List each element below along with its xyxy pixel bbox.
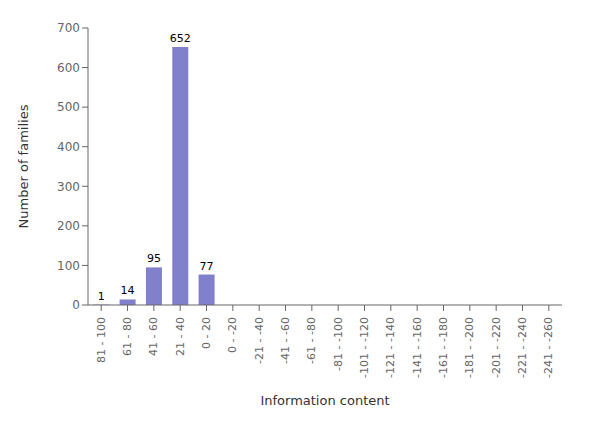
svg-text:41 - 60: 41 - 60 — [147, 317, 160, 356]
svg-text:-121 - -140: -121 - -140 — [384, 317, 397, 378]
svg-text:-21 - -40: -21 - -40 — [253, 317, 266, 364]
svg-text:81 - 100: 81 - 100 — [95, 317, 108, 363]
svg-text:0 - 20: 0 - 20 — [200, 317, 213, 349]
svg-text:300: 300 — [57, 180, 80, 194]
svg-text:14: 14 — [121, 284, 135, 297]
svg-text:0 - -20: 0 - -20 — [226, 317, 239, 353]
svg-text:95: 95 — [147, 252, 161, 265]
svg-text:-81 - -100: -81 - -100 — [332, 317, 345, 371]
svg-text:21 - 40: 21 - 40 — [174, 317, 187, 356]
svg-text:200: 200 — [57, 219, 80, 233]
svg-text:1: 1 — [98, 290, 105, 303]
svg-text:-41 - -60: -41 - -60 — [279, 317, 292, 364]
svg-text:Number of families: Number of families — [16, 104, 31, 228]
svg-text:77: 77 — [200, 260, 214, 273]
svg-text:-141 - -160: -141 - -160 — [411, 317, 424, 378]
svg-text:600: 600 — [57, 61, 80, 75]
svg-text:-201 - -220: -201 - -220 — [490, 317, 503, 378]
svg-text:-241 - -260: -241 - -260 — [542, 317, 555, 378]
svg-text:-221 - -240: -221 - -240 — [516, 317, 529, 378]
svg-text:-61 - -80: -61 - -80 — [305, 317, 318, 364]
svg-text:61 - 80: 61 - 80 — [121, 317, 134, 356]
svg-text:652: 652 — [170, 32, 191, 45]
svg-text:-181 - -200: -181 - -200 — [463, 317, 476, 378]
svg-text:500: 500 — [57, 100, 80, 114]
svg-text:-101 - -120: -101 - -120 — [358, 317, 371, 378]
svg-text:700: 700 — [57, 21, 80, 35]
svg-text:Information content: Information content — [260, 393, 389, 408]
svg-text:400: 400 — [57, 140, 80, 154]
svg-text:-161 - -180: -161 - -180 — [437, 317, 450, 378]
svg-text:100: 100 — [57, 259, 80, 273]
svg-text:0: 0 — [72, 298, 80, 312]
